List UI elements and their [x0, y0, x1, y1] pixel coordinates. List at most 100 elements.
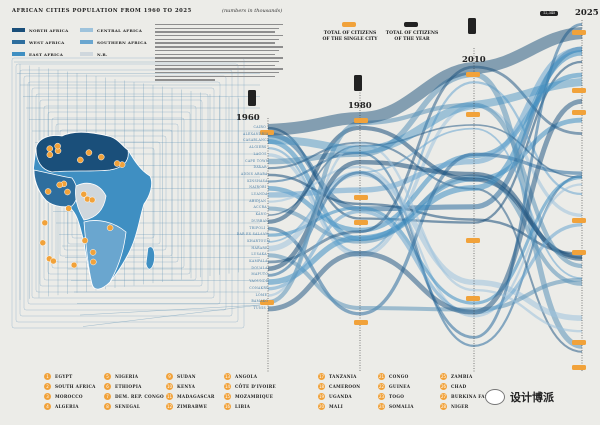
- country-number: 28: [440, 402, 447, 410]
- year-label-2025: 2025: [575, 8, 599, 18]
- year-label-1980: 1980: [348, 101, 372, 111]
- intro-text-line: [155, 46, 283, 48]
- city-name: ADDIS ABABA: [240, 171, 268, 176]
- intro-text-line: [155, 53, 275, 55]
- intro-text-line: [155, 42, 275, 44]
- country-name: CONGO: [389, 373, 409, 379]
- country-index-row: 26 CHAD: [440, 382, 466, 390]
- country-name: DEM. REP. CONGO: [115, 393, 164, 399]
- year-total-marker: [354, 75, 362, 91]
- city-name: TRIPOLI: [249, 225, 266, 230]
- country-index-row: 12 ZIMBABWE: [166, 402, 207, 410]
- city-flow: [267, 78, 583, 155]
- value-tag: [572, 30, 586, 35]
- city-marker: [50, 257, 57, 265]
- country-name: NIGER: [451, 403, 469, 409]
- city-marker: [80, 191, 88, 198]
- country-name: UGANDA: [329, 393, 352, 399]
- west-africa-region: [33, 169, 78, 208]
- country-number: 16: [224, 402, 231, 410]
- value-tag: [466, 296, 480, 301]
- connector-line: [15, 63, 239, 323]
- intro-text-line: [155, 38, 279, 41]
- country-name: ALGERIA: [55, 403, 79, 409]
- country-number: 2: [44, 382, 51, 390]
- country-name: CÔTE D'IVOIRE: [235, 383, 276, 389]
- connector-line: [11, 57, 245, 329]
- city-name: NAIROBI: [249, 185, 267, 190]
- country-number: 8: [104, 402, 111, 410]
- country-index-row: 11 MADAGASCAR: [166, 392, 215, 400]
- country-index-row: 21 CONGO: [378, 372, 409, 380]
- country-number: 26: [440, 382, 447, 390]
- city-flow: [267, 65, 583, 264]
- city-name: BAMAKO: [251, 299, 269, 304]
- city-name: LUANDA: [251, 192, 268, 196]
- city-marker: [98, 153, 105, 161]
- population-flows: [11, 23, 583, 353]
- intro-text-line: [155, 79, 215, 81]
- country-number: 18: [318, 382, 325, 390]
- country-name: ZIMBABWE: [177, 403, 208, 409]
- city-marker: [54, 142, 61, 150]
- city-marker: [77, 156, 84, 164]
- country-number: 22: [378, 382, 385, 390]
- country-name: CAMEROON: [329, 383, 361, 389]
- legend-east-africa: EAST AFRICA: [12, 52, 80, 57]
- legend-southern-africa: SOUTHERN AFRICA: [80, 40, 148, 45]
- city-marker: [46, 145, 54, 152]
- city-name: ALEXANDRIA: [243, 131, 269, 136]
- city-marker: [113, 160, 121, 167]
- madagascar: [145, 246, 155, 270]
- connector-line: [17, 65, 260, 299]
- watermark-text: 设计博派: [510, 391, 554, 404]
- country-name: MADAGASCAR: [177, 393, 215, 399]
- country-number: 15: [224, 392, 231, 400]
- country-name: SOUTH AFRICA: [55, 383, 96, 389]
- country-number: 27: [440, 392, 447, 400]
- city-name: DURBAN: [251, 218, 269, 223]
- value-tag: [260, 130, 274, 135]
- intro-text-line: [155, 35, 283, 37]
- country-index-row: 19 UGANDA: [318, 392, 352, 400]
- connector-line: [35, 93, 209, 293]
- city-marker: [90, 258, 97, 266]
- value-tag: [572, 365, 586, 370]
- value-tag: [354, 195, 368, 200]
- watermark: 设计博派: [485, 389, 554, 405]
- city-name: KAMPALA: [249, 259, 268, 263]
- country-name: SUDAN: [177, 373, 196, 379]
- city-marker: [85, 149, 93, 156]
- value-tag: [354, 320, 368, 325]
- city-name: ACCRA: [253, 205, 267, 210]
- city-marker: [65, 205, 72, 212]
- city-flow: [267, 23, 583, 339]
- city-name: KHARTOUM: [247, 238, 271, 243]
- city-name: CASABLANCA: [243, 138, 270, 143]
- country-name: GUINEA: [389, 383, 411, 389]
- north-africa-region: [35, 131, 129, 173]
- intro-text-line: [155, 60, 279, 63]
- single-city-key-icon: [342, 22, 356, 27]
- country-number: 24: [378, 402, 385, 410]
- city-flow: [267, 175, 583, 305]
- country-index-row: 18 CAMEROON: [318, 382, 360, 390]
- country-number: 7: [104, 392, 111, 400]
- country-number: 11: [166, 392, 173, 400]
- year-total-marker: [468, 18, 476, 34]
- city-flow: [267, 174, 583, 286]
- country-number: 17: [318, 372, 325, 380]
- country-number: 3: [44, 392, 51, 400]
- intro-text-line: [155, 64, 275, 66]
- country-name: NIGERIA: [115, 373, 139, 379]
- country-name: ANGOLA: [235, 373, 258, 379]
- city-name: TUNIS: [253, 305, 267, 310]
- country-name: CHAD: [451, 383, 467, 389]
- city-name: CAPE TOWN: [245, 158, 269, 163]
- intro-text-line: [155, 68, 283, 70]
- connector-line: [19, 69, 233, 317]
- country-index-row: 10 KENYA: [166, 382, 195, 390]
- country-index-row: 25 ZAMBIA: [440, 372, 473, 380]
- country-number: 14: [224, 382, 231, 390]
- region-legend: NORTH AFRICA CENTRAL AFRICA WEST AFRICA …: [12, 26, 152, 62]
